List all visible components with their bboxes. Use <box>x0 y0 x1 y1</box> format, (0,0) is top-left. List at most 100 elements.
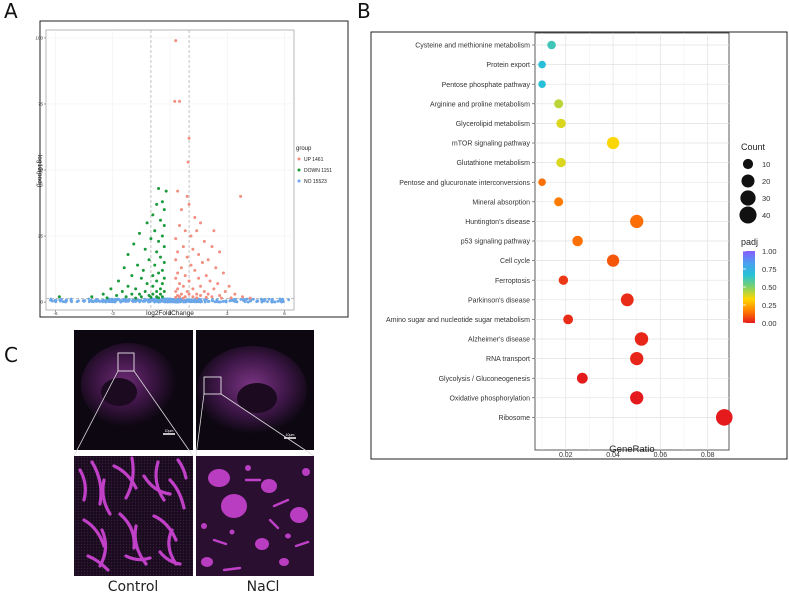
volcano-point-up <box>212 229 216 233</box>
swollen-mitochondrion <box>221 494 247 518</box>
count-legend: Count 10 20 30 40 <box>739 142 770 224</box>
volcano-point-ns <box>211 298 214 301</box>
control-caption: Control <box>107 579 159 595</box>
volcano-point-ns <box>203 300 207 304</box>
swollen-mitochondrion <box>201 523 207 529</box>
volcano-point-ns <box>147 300 150 303</box>
volcano-point-down <box>134 296 138 300</box>
volcano-point-up <box>206 292 210 296</box>
volcano-x-tick-label: 0 <box>169 311 172 316</box>
volcano-point-ns <box>174 299 178 303</box>
volcano-point-ns <box>246 300 250 304</box>
volcano-point-down <box>139 276 143 280</box>
volcano-point-up <box>178 99 182 103</box>
volcano-point-down <box>105 296 109 300</box>
legend-dot-down <box>297 168 301 172</box>
pathway-dot <box>554 99 564 109</box>
volcano-point-ns <box>134 300 137 303</box>
volcano-point-down <box>162 208 166 212</box>
volcano-x-tick-label: -3 <box>111 311 115 316</box>
volcano-point-down <box>157 239 161 243</box>
volcano-point-up <box>176 271 180 275</box>
volcano-point-ns <box>276 299 280 303</box>
mitochondrion-fragment <box>272 498 290 508</box>
pathway-label: Alzheimer's disease <box>468 337 530 344</box>
volcano-point-ns <box>156 300 160 304</box>
volcano-point-up <box>216 282 220 286</box>
volcano-plot: -6 -3 0 3 6 0 25 50 75 100 log2FoldChange -log10(… <box>35 20 349 318</box>
volcano-legend-title: group <box>296 146 312 152</box>
volcano-point-up <box>214 266 218 270</box>
count-legend-dot <box>739 206 757 224</box>
nacl-zoom-connector-right <box>220 393 315 457</box>
swollen-mitochondrion <box>208 469 230 487</box>
volcano-x-tick-label: -6 <box>54 311 58 316</box>
volcano-point-up <box>189 234 193 238</box>
volcano-point-up <box>174 39 178 43</box>
pathway-dot <box>620 293 634 307</box>
mitochondrion-tubule <box>78 468 87 502</box>
volcano-point-ns <box>259 297 263 301</box>
volcano-point-ns <box>271 298 274 302</box>
volcano-point-up <box>185 290 189 294</box>
mitochondrion-tubule <box>142 474 172 496</box>
dotplot-x-tick-label: 0.04 <box>606 452 620 459</box>
volcano-point-down <box>115 293 119 297</box>
pathway-dot <box>630 351 644 366</box>
pathway-label: Protein export <box>486 62 530 69</box>
volcano-point-down <box>162 276 166 280</box>
volcano-point-down <box>160 282 164 286</box>
volcano-point-ns <box>162 297 166 301</box>
volcano-point-up <box>223 290 227 294</box>
volcano-point-down <box>162 290 166 294</box>
count-legend-label: 20 <box>762 177 770 186</box>
volcano-point-up <box>195 229 199 233</box>
volcano-point-down <box>164 189 168 193</box>
mitochondrion-fragment <box>222 566 242 572</box>
mitochondrion-fragment <box>212 538 228 546</box>
pathway-label: Glycerolipid metabolism <box>456 121 530 128</box>
volcano-point-ns <box>124 300 127 303</box>
pathway-dot <box>715 409 733 426</box>
pathway-label: Mineral absorption <box>472 199 530 206</box>
volcano-point-up <box>185 194 189 198</box>
padj-legend-title: padj <box>741 237 758 247</box>
volcano-point-ns <box>92 300 95 303</box>
legend-entry-down: DOWN 1151 <box>304 168 332 174</box>
volcano-point-down <box>162 260 166 264</box>
pathway-dot <box>630 391 644 405</box>
volcano-point-down <box>141 268 145 272</box>
volcano-point-down <box>143 247 147 251</box>
mitochondrion-fragment <box>294 540 310 548</box>
volcano-point-down <box>139 295 143 299</box>
mitochondrion-tubule <box>86 554 110 572</box>
volcano-point-down <box>130 292 134 296</box>
dotplot-x-tick-label: 0.06 <box>654 452 668 459</box>
volcano-point-up <box>210 245 214 249</box>
volcano-point-ns <box>188 300 192 304</box>
volcano-point-up <box>197 253 201 257</box>
mitochondrion-tubule <box>152 514 178 542</box>
volcano-point-up <box>221 271 225 275</box>
volcano-point-up <box>189 263 193 267</box>
volcano-point-up <box>191 247 195 251</box>
volcano-point-ns <box>61 300 65 304</box>
volcano-point-ns <box>224 299 228 303</box>
nacl-scale-label: 10μm <box>286 433 295 437</box>
volcano-point-ns <box>143 297 147 301</box>
volcano-y-tick-label: 75 <box>38 101 44 106</box>
volcano-point-ns <box>279 300 283 303</box>
volcano-point-up <box>176 250 180 254</box>
volcano-point-down <box>151 292 155 296</box>
volcano-point-up <box>187 292 191 296</box>
pathway-label: Amino sugar and nucleotide sugar metabol… <box>386 317 530 324</box>
volcano-point-ns <box>114 298 118 302</box>
mitochondrion-tubule <box>118 512 136 550</box>
volcano-point-down <box>137 292 141 296</box>
mitochondrion-fragment <box>268 518 280 530</box>
micrograph-panel: 10μm 10μm <box>74 330 315 576</box>
volcano-point-up <box>174 295 178 299</box>
volcano-point-up <box>193 216 197 220</box>
volcano-point-ns <box>273 300 277 304</box>
volcano-point-up <box>199 284 203 288</box>
